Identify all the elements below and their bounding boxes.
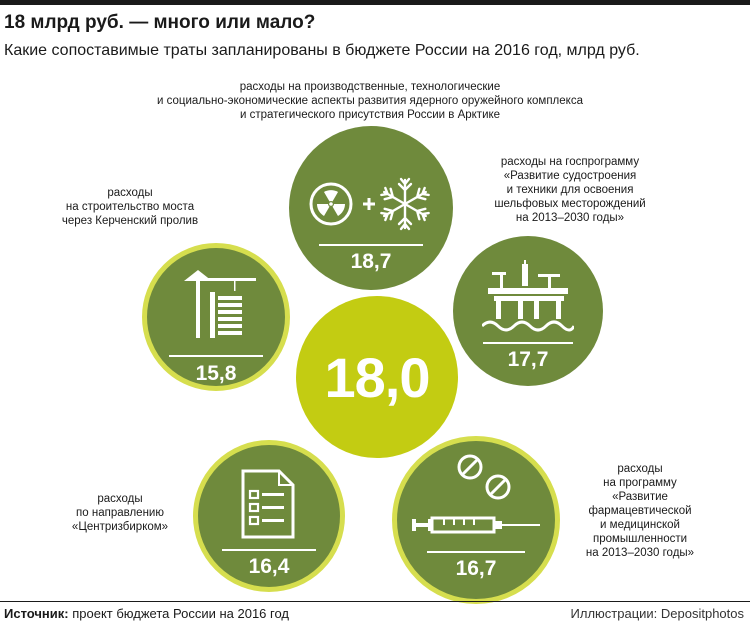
- bubble-pharma: 16,7: [392, 436, 560, 604]
- bubble-nuclear: 18,7: [289, 126, 453, 290]
- value-pharma: 16,7: [455, 557, 497, 580]
- bubble-bridge: 15,8: [142, 243, 290, 391]
- oil-platform-icon: [482, 260, 574, 332]
- bubble-divider: [222, 549, 316, 551]
- checklist-document-icon: [241, 469, 295, 539]
- bubble-divider: [483, 342, 573, 344]
- chart-subtitle: Какие сопоставимые траты запланированы в…: [4, 42, 640, 59]
- value-centrizbirkom: 16,4: [248, 555, 290, 578]
- bubble-divider: [169, 355, 263, 357]
- bubble-centrizbirkom: 16,4: [193, 440, 345, 592]
- caption-bridge: расходы на строительство моста через Кер…: [61, 187, 199, 227]
- value-nuclear: 18,7: [350, 250, 392, 273]
- caption-centrizbirkom: расходы по направлению «Центризбирком»: [71, 493, 169, 533]
- value-center: 18,0: [324, 345, 431, 409]
- radiation-snowflake-icon: [309, 177, 430, 231]
- bubble-divider: [427, 551, 525, 553]
- value-shipbuilding: 17,7: [507, 348, 549, 371]
- source-note: Источник: проект бюджета России на 2016 …: [4, 606, 289, 621]
- source-text: проект бюджета России на 2016 год: [68, 606, 290, 621]
- illustration-credit: Иллюстрации: Depositphotos: [570, 606, 744, 621]
- bubble-center: 18,0: [296, 296, 458, 458]
- chart-title: 18 млрд руб. — много или мало?: [4, 12, 316, 33]
- source-label: Источник:: [4, 606, 69, 621]
- caption-pharma: расходы на программу «Развитие фармацевт…: [585, 463, 695, 559]
- syringe-pills-icon: [412, 454, 540, 534]
- bubble-shipbuilding: 17,7: [453, 236, 603, 386]
- footer-rule: [0, 601, 750, 602]
- caption-nuclear: расходы на производственные, технологиче…: [157, 81, 583, 121]
- crane-building-icon: [184, 270, 256, 338]
- top-rule: [0, 0, 750, 5]
- value-bridge: 15,8: [195, 362, 237, 385]
- caption-shipbuilding: расходы на госпрограмму «Развитие судост…: [494, 156, 646, 224]
- bubble-divider: [319, 244, 423, 246]
